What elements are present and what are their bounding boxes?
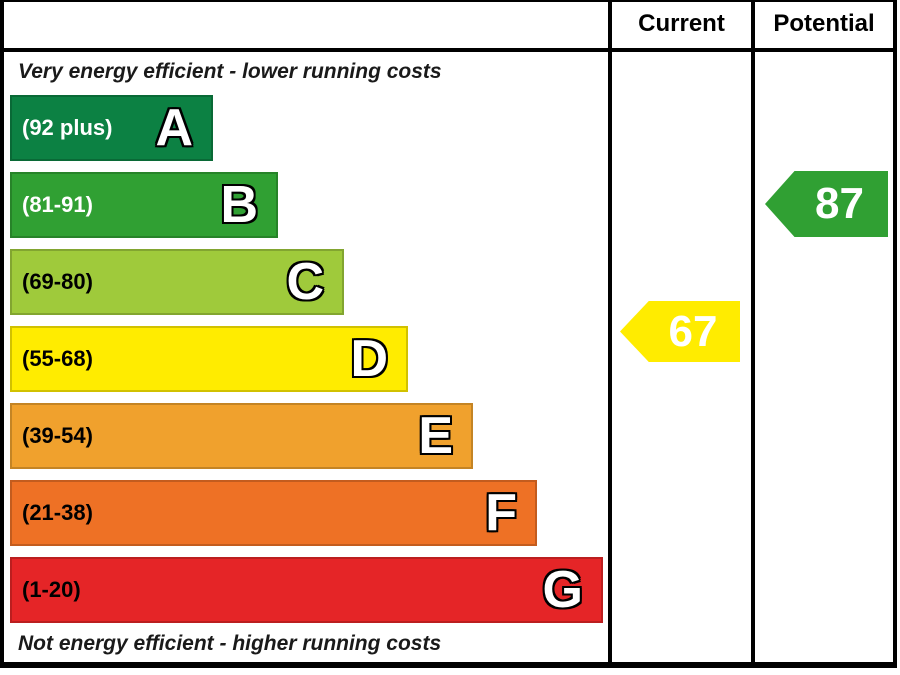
border-top <box>0 0 897 2</box>
header-potential-label: Potential <box>773 10 875 37</box>
potential-rating-arrow: 87 <box>765 171 888 237</box>
band-g: (1-20) G <box>10 557 603 623</box>
band-letter: E <box>418 407 453 465</box>
caption-top: Very energy efficient - lower running co… <box>18 60 442 83</box>
band-e: (39-54) E <box>10 403 473 469</box>
band-b: (81-91) B <box>10 172 278 238</box>
band-range-label: (21-38) <box>22 500 93 525</box>
border-bottom <box>0 662 897 668</box>
current-rating-value: 67 <box>668 306 718 356</box>
band-c: (69-80) C <box>10 249 344 315</box>
band-a: (92 plus) A <box>10 95 213 161</box>
band-f: (21-38) F <box>10 480 537 546</box>
column-divider-current <box>608 0 612 662</box>
band-range-label: (39-54) <box>22 423 93 448</box>
band-range-label: (81-91) <box>22 192 93 217</box>
band-range-label: (92 plus) <box>22 115 113 140</box>
band-range-label: (69-80) <box>22 269 93 294</box>
column-divider-potential <box>751 0 755 662</box>
current-rating-arrow: 67 <box>620 301 740 362</box>
band-range-label: (55-68) <box>22 346 93 371</box>
caption-bottom: Not energy efficient - higher running co… <box>18 632 442 655</box>
header-underline <box>0 48 897 52</box>
band-range-label: (1-20) <box>22 577 81 602</box>
potential-rating-value: 87 <box>815 179 864 228</box>
band-letter: B <box>220 176 258 234</box>
header-current-label: Current <box>638 10 725 37</box>
band-letter: G <box>542 561 583 619</box>
band-letter: C <box>286 253 324 311</box>
band-letter: D <box>350 330 388 388</box>
border-left <box>0 0 4 668</box>
band-d: (55-68) D <box>10 326 408 392</box>
band-letter: A <box>155 99 193 157</box>
border-right <box>893 0 897 668</box>
band-letter: F <box>485 484 517 542</box>
